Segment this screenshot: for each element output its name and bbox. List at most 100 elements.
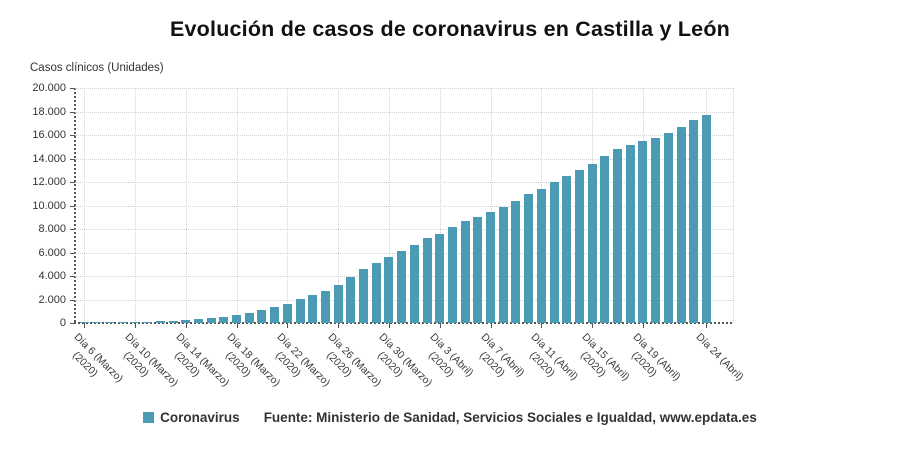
y-axis-tick: [70, 229, 75, 230]
x-axis-tick-label: Día 11 (Abril) (2020): [527, 331, 581, 383]
bar-d-a-15-marzo-[interactable]: [193, 319, 203, 323]
bar-d-a-25-marzo-[interactable]: [320, 291, 330, 323]
bar-d-a-21-abril-[interactable]: [663, 133, 673, 323]
x-axis-tick: [592, 323, 594, 328]
bar-d-a-13-marzo-[interactable]: [168, 320, 178, 323]
x-axis-tick: [134, 323, 136, 328]
bar-d-a-8-abril-[interactable]: [498, 206, 508, 323]
x-axis-tick: [642, 323, 644, 328]
bar-d-a-15-abril-[interactable]: [587, 163, 597, 323]
x-gridline: [236, 88, 238, 323]
bar-d-a-29-marzo-[interactable]: [371, 262, 381, 323]
x-axis-tick-label: Día 15 (Abril) (2020): [578, 331, 632, 384]
bar-d-a-28-marzo-[interactable]: [359, 268, 368, 323]
bar-d-a-10-abril-[interactable]: [524, 193, 534, 323]
bar-d-a-20-marzo-[interactable]: [257, 310, 267, 323]
bar-d-a-6-marzo-[interactable]: [79, 322, 89, 323]
bar-d-a-9-marzo-[interactable]: [117, 322, 127, 323]
y-axis-tick-label: 12.000: [32, 176, 66, 188]
y-axis-tick: [70, 158, 75, 160]
bar-d-a-22-abril-[interactable]: [676, 126, 686, 323]
bar-d-a-19-marzo-[interactable]: [244, 312, 254, 323]
y-axis-tick-label: 14.000: [32, 152, 66, 165]
bar-d-a-11-abril-[interactable]: [536, 189, 546, 323]
bar-d-a-23-abril-[interactable]: [689, 120, 699, 323]
page-title: Evolución de casos de coronavirus en Cas…: [169, 17, 730, 41]
x-axis-tick: [84, 323, 86, 328]
bar-d-a-21-marzo-[interactable]: [270, 307, 280, 323]
x-axis-tick-label: Día 19 (Abril) (2020): [629, 331, 683, 384]
y-gridline: [75, 205, 733, 207]
bar-d-a-27-marzo-[interactable]: [346, 277, 356, 323]
bar-d-a-19-abril-[interactable]: [638, 140, 648, 323]
x-axis-tick: [541, 323, 543, 328]
x-axis-tick-label: Día 24 (Abril): [693, 331, 747, 384]
x-axis-line: [74, 322, 734, 324]
x-axis-tick: [439, 323, 441, 328]
bar-d-a-17-marzo-[interactable]: [219, 316, 229, 323]
y-axis-tick-label: 8.000: [38, 223, 66, 235]
y-axis-tick: [70, 88, 75, 89]
bar-d-a-1-abril-[interactable]: [409, 245, 419, 323]
bar-d-a-8-marzo-[interactable]: [105, 322, 114, 323]
source-attribution: Fuente: Ministerio de Sanidad, Servicios…: [263, 409, 757, 425]
bar-d-a-17-abril-[interactable]: [613, 149, 622, 323]
x-gridline: [439, 88, 441, 323]
y-gridline: [75, 88, 733, 89]
x-axis-tick: [338, 323, 340, 328]
bar-d-a-18-abril-[interactable]: [625, 145, 635, 323]
bar-d-a-9-abril-[interactable]: [511, 201, 521, 323]
bar-d-a-7-marzo-[interactable]: [92, 322, 102, 323]
y-gridline: [75, 158, 733, 160]
bar-d-a-6-abril-[interactable]: [473, 217, 483, 323]
legend-label-coronavirus[interactable]: Coronavirus: [160, 409, 240, 425]
bar-d-a-24-abril-[interactable]: [701, 115, 711, 323]
bar-d-a-22-marzo-[interactable]: [282, 303, 292, 323]
x-gridline: [185, 88, 187, 323]
bar-d-a-16-marzo-[interactable]: [206, 318, 216, 323]
bar-d-a-16-abril-[interactable]: [600, 155, 610, 323]
y-axis-tick-label: 2.000: [38, 293, 66, 306]
x-axis-tick: [490, 323, 492, 328]
x-axis-tick: [287, 323, 289, 328]
bar-d-a-5-abril-[interactable]: [460, 220, 470, 323]
y-axis-tick: [70, 205, 75, 207]
bar-d-a-14-marzo-[interactable]: [181, 320, 191, 323]
bar-d-a-20-abril-[interactable]: [651, 137, 661, 323]
x-gridline: [338, 88, 340, 323]
chart-legend: Coronavirus Fuente: Ministerio de Sanida…: [0, 406, 900, 428]
y-axis-tick-label: 18.000: [32, 105, 66, 118]
bar-d-a-2-abril-[interactable]: [422, 238, 432, 323]
y-axis-tick-label: 10.000: [32, 199, 66, 212]
bar-d-a-3-abril-[interactable]: [435, 233, 445, 323]
x-axis-tick: [236, 323, 238, 328]
x-axis-tick-label: Día 6 (Marzo) (2020): [70, 331, 126, 385]
y-axis-tick: [70, 323, 75, 324]
y-gridline: [75, 229, 733, 230]
bar-d-a-23-marzo-[interactable]: [295, 298, 305, 323]
y-axis-tick: [70, 299, 75, 301]
chart-plot-area: Día 6 (Marzo) (2020) Día 10 (Marzo) (2020) D…: [70, 88, 746, 389]
y-axis-tick: [70, 182, 75, 183]
bar-d-a-31-marzo-[interactable]: [397, 251, 407, 323]
bar-d-a-30-marzo-[interactable]: [384, 256, 394, 323]
plot-right-border: [733, 88, 734, 323]
bar-d-a-12-marzo-[interactable]: [155, 321, 165, 323]
legend-swatch-coronavirus[interactable]: [143, 411, 155, 423]
bar-d-a-12-abril-[interactable]: [549, 182, 559, 323]
y-axis-tick: [70, 252, 75, 254]
x-axis-tick-label: Día 7 (Abril) (2020): [476, 331, 527, 380]
bar-d-a-4-abril-[interactable]: [447, 227, 457, 323]
y-axis-tick-label: 4.000: [38, 270, 66, 282]
bar-d-a-24-marzo-[interactable]: [308, 294, 318, 323]
x-axis-tick: [706, 323, 708, 328]
bar-d-a-18-marzo-[interactable]: [232, 315, 241, 323]
bar-d-a-7-abril-[interactable]: [486, 211, 495, 323]
bar-d-a-13-abril-[interactable]: [562, 176, 572, 323]
bar-d-a-26-marzo-[interactable]: [333, 284, 343, 323]
bar-d-a-11-marzo-[interactable]: [143, 321, 153, 323]
y-axis-tick: [70, 111, 75, 113]
bar-d-a-10-marzo-[interactable]: [130, 322, 140, 323]
bar-d-a-14-abril-[interactable]: [574, 169, 584, 323]
